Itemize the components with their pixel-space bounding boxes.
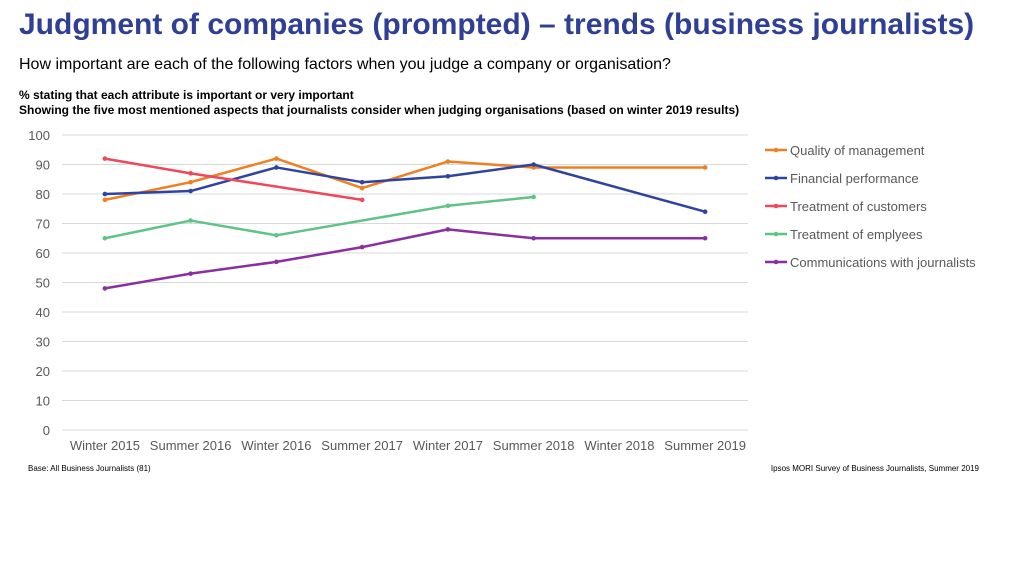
x-tick-label: Winter 2016 bbox=[241, 438, 311, 453]
page-subtitle: How important are each of the following … bbox=[19, 56, 671, 73]
x-tick-label: Winter 2017 bbox=[413, 438, 483, 453]
y-tick-label: 80 bbox=[36, 187, 50, 202]
legend-marker bbox=[773, 175, 779, 181]
data-point bbox=[274, 156, 279, 161]
y-tick-label: 40 bbox=[36, 305, 50, 320]
y-tick-label: 20 bbox=[36, 364, 50, 379]
data-point bbox=[359, 185, 365, 191]
y-tick-label: 50 bbox=[36, 276, 50, 291]
data-point bbox=[359, 244, 365, 250]
page-title: Judgment of companies (prompted) – trend… bbox=[19, 8, 975, 41]
y-tick-label: 30 bbox=[36, 335, 50, 350]
legend-label: Financial performance bbox=[790, 171, 919, 186]
x-tick-label: Summer 2017 bbox=[321, 438, 403, 453]
legend-label: Communications with journalists bbox=[790, 255, 976, 270]
x-tick-label: Winter 2015 bbox=[70, 438, 140, 453]
data-point bbox=[531, 162, 536, 167]
y-tick-label: 90 bbox=[36, 158, 50, 173]
legend-label: Treatment of emplyees bbox=[790, 227, 923, 242]
x-tick-label: Summer 2016 bbox=[150, 438, 232, 453]
data-point bbox=[102, 191, 108, 197]
legend-label: Treatment of customers bbox=[790, 199, 927, 214]
data-point bbox=[188, 271, 193, 276]
data-point bbox=[702, 235, 708, 241]
x-tick-label: Winter 2018 bbox=[584, 438, 654, 453]
data-point bbox=[102, 156, 108, 161]
legend-marker bbox=[773, 147, 779, 153]
data-point bbox=[702, 209, 708, 214]
y-tick-label: 60 bbox=[36, 246, 50, 261]
base-note: Base: All Business Journalists (81) bbox=[28, 464, 151, 473]
data-point bbox=[188, 188, 193, 194]
x-tick-label: Summer 2018 bbox=[493, 438, 575, 453]
chart-note: % stating that each attribute is importa… bbox=[19, 88, 354, 102]
chart-note-detail: Showing the five most mentioned aspects … bbox=[19, 103, 740, 117]
data-point bbox=[274, 165, 279, 170]
data-point bbox=[531, 235, 536, 241]
series-line bbox=[104, 163, 706, 213]
y-tick-label: 10 bbox=[36, 394, 50, 409]
source-note: Ipsos MORI Survey of Business Journalist… bbox=[770, 464, 979, 473]
data-point bbox=[188, 179, 193, 185]
legend-label: Quality of management bbox=[790, 143, 925, 158]
y-tick-label: 70 bbox=[36, 217, 50, 232]
data-point bbox=[531, 194, 536, 200]
data-point bbox=[188, 171, 193, 176]
data-point bbox=[445, 174, 451, 179]
x-tick-label: Summer 2019 bbox=[664, 438, 746, 453]
data-point bbox=[274, 259, 279, 265]
data-point bbox=[445, 203, 451, 209]
legend-marker bbox=[773, 203, 779, 209]
y-tick-label: 100 bbox=[28, 128, 50, 143]
data-point bbox=[102, 235, 108, 241]
data-point bbox=[102, 197, 108, 203]
y-tick-label: 0 bbox=[43, 423, 50, 438]
data-point bbox=[702, 165, 708, 170]
data-point bbox=[445, 227, 451, 232]
data-point bbox=[445, 159, 451, 164]
legend-marker bbox=[773, 259, 779, 265]
data-point bbox=[188, 218, 193, 223]
data-point bbox=[359, 179, 365, 185]
data-point bbox=[274, 233, 279, 238]
legend-marker bbox=[773, 231, 779, 237]
series-line bbox=[104, 228, 706, 290]
data-point bbox=[102, 286, 108, 291]
data-point bbox=[359, 197, 365, 203]
